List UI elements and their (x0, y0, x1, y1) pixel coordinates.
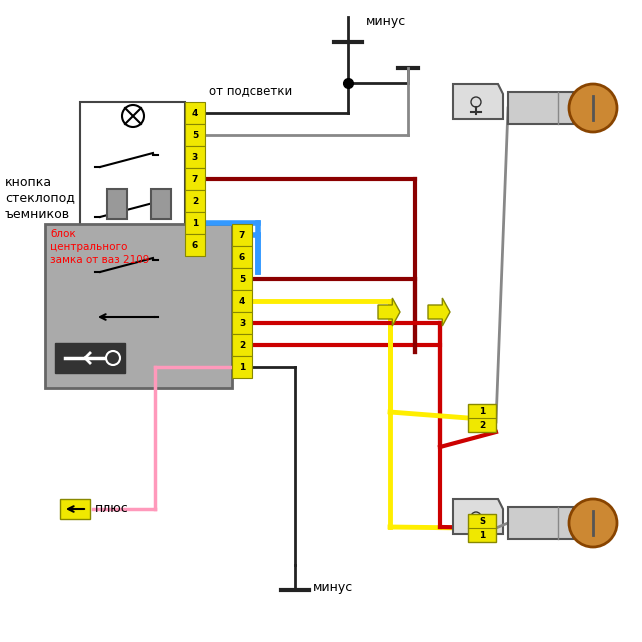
Text: 7: 7 (192, 175, 198, 184)
Text: минус: минус (366, 15, 406, 28)
Polygon shape (428, 298, 450, 326)
Text: 2: 2 (192, 196, 198, 205)
Text: от подсветки: от подсветки (209, 84, 292, 97)
Bar (508, 507, 573, 539)
Text: плюс: плюс (95, 501, 129, 514)
Text: ъемников: ъемников (5, 207, 70, 220)
Bar (185, 124, 205, 146)
Bar (45, 224, 232, 388)
Text: замка от ваз 2109: замка от ваз 2109 (50, 255, 150, 265)
Text: 1: 1 (239, 363, 245, 372)
Bar (55, 343, 125, 373)
Text: кнопка: кнопка (5, 175, 52, 189)
Bar (185, 212, 205, 234)
Bar (468, 404, 496, 432)
Text: 6: 6 (239, 252, 245, 261)
Text: 6: 6 (192, 241, 198, 250)
Circle shape (569, 84, 617, 132)
Text: блок: блок (50, 229, 76, 239)
Text: 3: 3 (239, 318, 245, 327)
Bar (80, 102, 185, 256)
Bar (60, 499, 90, 519)
Bar (185, 146, 205, 168)
Text: 3: 3 (192, 153, 198, 162)
Text: S: S (479, 517, 485, 526)
Text: 2: 2 (479, 421, 485, 429)
Bar (232, 268, 252, 290)
Bar (232, 356, 252, 378)
Text: центрального: центрального (50, 242, 127, 252)
Text: 1: 1 (479, 406, 485, 415)
Text: 4: 4 (192, 108, 198, 117)
Polygon shape (453, 84, 503, 119)
Bar (232, 290, 252, 312)
Bar (107, 189, 126, 219)
Text: 5: 5 (192, 130, 198, 139)
Bar (232, 246, 252, 268)
Text: 7: 7 (239, 230, 245, 239)
Bar (508, 92, 573, 124)
Bar (185, 102, 205, 124)
Bar (185, 168, 205, 190)
Bar (150, 189, 171, 219)
Polygon shape (378, 298, 400, 326)
Circle shape (106, 351, 120, 365)
Text: 1: 1 (479, 530, 485, 539)
Bar (185, 190, 205, 212)
Circle shape (569, 499, 617, 547)
Bar (232, 224, 252, 246)
Bar (232, 312, 252, 334)
Text: минус: минус (313, 582, 353, 594)
Text: стеклопод: стеклопод (5, 191, 75, 205)
Bar (185, 234, 205, 256)
Polygon shape (453, 499, 503, 534)
Text: 2: 2 (239, 340, 245, 349)
Text: 5: 5 (239, 275, 245, 284)
Bar (232, 334, 252, 356)
Bar (468, 514, 496, 542)
Text: 4: 4 (239, 297, 245, 306)
Text: 1: 1 (192, 218, 198, 227)
